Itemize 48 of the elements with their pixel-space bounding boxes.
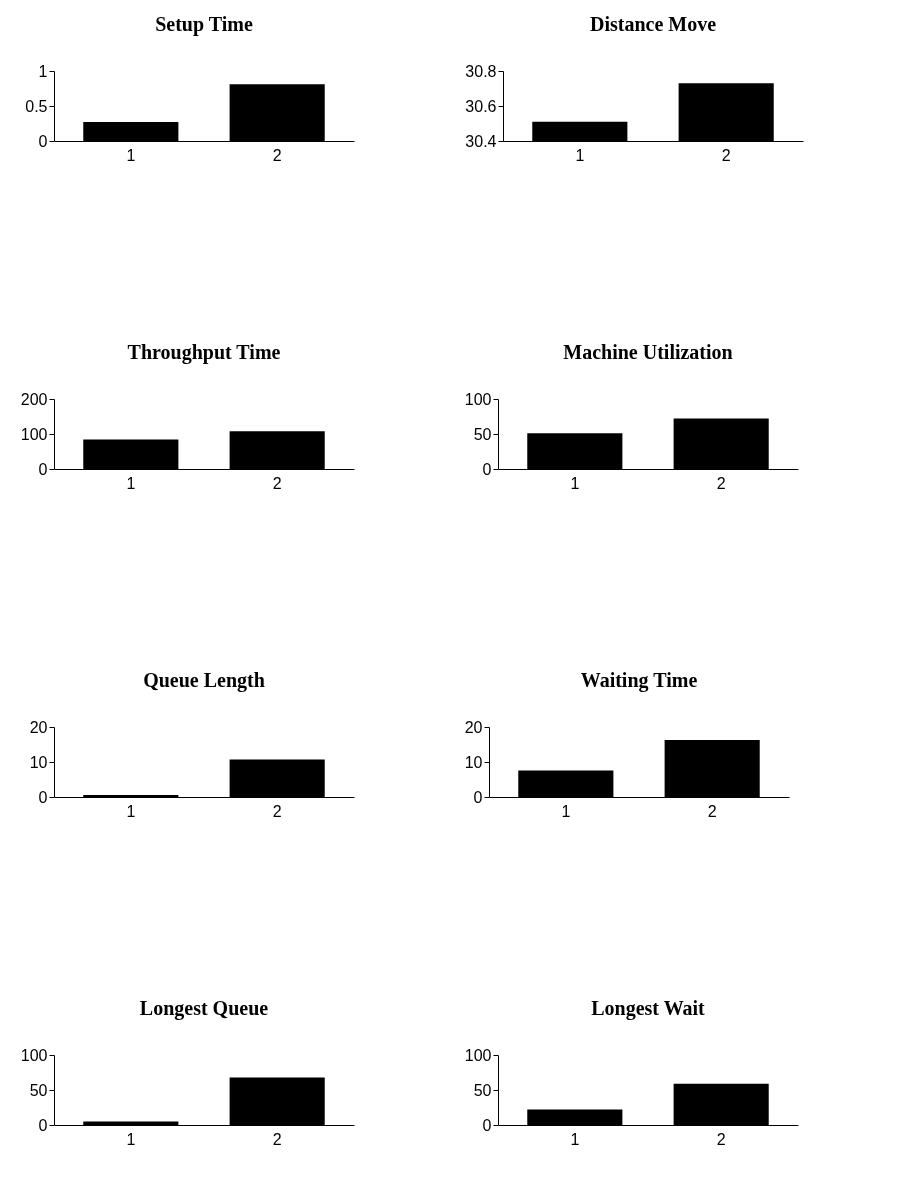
y-tick-label: 10 <box>29 753 48 771</box>
y-tick-label: 100 <box>20 425 48 443</box>
y-tick-label: 30.6 <box>465 97 497 115</box>
x-tick-label: 1 <box>570 1130 580 1148</box>
chart-title: Queue Length <box>143 669 265 692</box>
y-tick-label: 0 <box>482 460 492 478</box>
y-tick-label: 0 <box>38 132 48 150</box>
y-tick-label: 100 <box>464 1046 492 1064</box>
y-tick-label: 50 <box>473 1081 492 1099</box>
y-tick-label: 50 <box>29 1081 48 1099</box>
y-tick-label: 0 <box>482 1116 492 1134</box>
x-tick-label: 2 <box>272 802 282 820</box>
chart-title: Distance Move <box>589 13 717 35</box>
y-tick-label: 20 <box>29 718 48 736</box>
y-tick-label: 100 <box>464 390 492 408</box>
y-tick-label: 30.4 <box>465 132 497 150</box>
x-tick-label: 2 <box>721 146 731 164</box>
x-tick-label: 1 <box>570 474 580 492</box>
x-tick-label: 1 <box>126 146 136 164</box>
y-tick-label: 0 <box>38 460 48 478</box>
y-tick-label: 10 <box>464 753 483 771</box>
chart-title: Setup Time <box>155 13 253 36</box>
y-tick-label: 0 <box>473 788 483 806</box>
y-tick-label: 30.8 <box>465 62 497 80</box>
x-tick-label: 1 <box>126 1130 136 1148</box>
x-tick-label: 2 <box>272 1130 282 1148</box>
chart-title: Waiting Time <box>580 669 698 692</box>
y-tick-label: 0 <box>38 1116 48 1134</box>
chart-title: Longest Wait <box>591 997 706 1020</box>
x-tick-label: 1 <box>126 474 136 492</box>
y-tick-label: 200 <box>20 390 48 408</box>
chart-title: Throughput Time <box>127 341 281 364</box>
x-tick-label: 2 <box>272 146 282 164</box>
chart-title: Machine Utilization <box>563 341 733 363</box>
x-tick-label: 1 <box>126 802 136 820</box>
y-tick-label: 0 <box>38 788 48 806</box>
y-tick-label: 100 <box>20 1046 48 1064</box>
x-tick-label: 2 <box>716 474 726 492</box>
x-tick-label: 2 <box>716 1130 726 1148</box>
y-tick-label: 0.5 <box>25 97 48 115</box>
chart-title: Longest Queue <box>139 997 269 1020</box>
x-tick-label: 2 <box>707 802 717 820</box>
y-tick-label: 1 <box>38 62 48 80</box>
x-tick-label: 2 <box>272 474 282 492</box>
y-tick-label: 50 <box>473 425 492 443</box>
y-tick-label: 20 <box>464 718 483 736</box>
x-tick-label: 1 <box>561 802 571 820</box>
x-tick-label: 1 <box>575 146 585 164</box>
